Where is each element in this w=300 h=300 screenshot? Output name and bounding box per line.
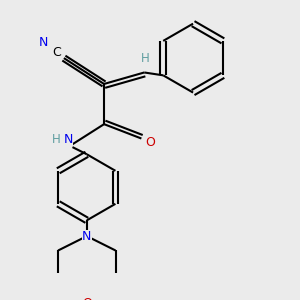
Text: N: N bbox=[64, 134, 73, 146]
Text: O: O bbox=[82, 297, 92, 300]
Text: H: H bbox=[141, 52, 150, 64]
Text: N: N bbox=[82, 230, 92, 243]
Text: C: C bbox=[52, 46, 61, 59]
Text: H: H bbox=[52, 134, 61, 146]
Text: N: N bbox=[38, 36, 48, 49]
Text: O: O bbox=[145, 136, 155, 149]
